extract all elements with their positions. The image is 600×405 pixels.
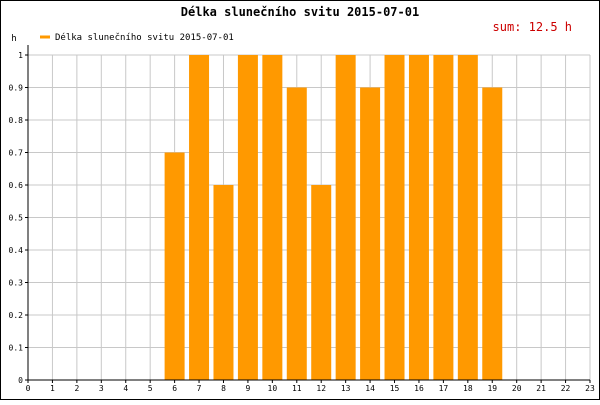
x-tick-label: 7	[197, 384, 202, 393]
y-tick-label: 0.8	[9, 116, 24, 125]
x-tick-label: 18	[463, 384, 473, 393]
x-tick-label: 13	[341, 384, 351, 393]
x-tick-label: 6	[172, 384, 177, 393]
sum-label: sum: 12.5 h	[493, 20, 572, 34]
x-tick-label: 21	[536, 384, 546, 393]
y-tick-label: 1	[18, 51, 23, 60]
y-tick-label: 0.1	[9, 344, 24, 353]
bar-hour-10	[262, 55, 283, 380]
bar-hour-6	[164, 152, 185, 380]
x-tick-label: 14	[365, 384, 375, 393]
x-tick-label: 0	[26, 384, 31, 393]
bar-hour-8	[213, 185, 234, 380]
x-tick-label: 12	[316, 384, 326, 393]
y-tick-label: 0.9	[9, 84, 24, 93]
bar-hour-13	[335, 55, 356, 380]
bar-hour-11	[286, 87, 307, 380]
x-tick-label: 1	[50, 384, 55, 393]
x-tick-label: 16	[414, 384, 424, 393]
y-tick-label: 0.5	[9, 214, 24, 223]
bar-hour-7	[189, 55, 210, 380]
legend-label: Délka slunečního svitu 2015-07-01	[55, 32, 234, 43]
y-tick-label: 0.4	[9, 246, 24, 255]
bar-hour-16	[408, 55, 429, 380]
bar-hour-17	[433, 55, 454, 380]
x-tick-label: 2	[74, 384, 79, 393]
x-tick-label: 5	[148, 384, 153, 393]
x-tick-label: 4	[123, 384, 128, 393]
x-tick-label: 3	[99, 384, 104, 393]
x-tick-label: 19	[487, 384, 497, 393]
bar-hour-12	[311, 185, 332, 380]
bar-hour-14	[360, 87, 381, 380]
y-axis-label: h	[11, 34, 16, 44]
x-tick-label: 10	[268, 384, 278, 393]
bar-hour-15	[384, 55, 405, 380]
x-tick-labels: 0 1 2 3 4 5 6 7 8 9 10 11 12 13 14 15 16 17 18 19 20 21 22 23	[26, 384, 595, 393]
bar-hour-19	[482, 87, 503, 380]
y-tick-label: 0.6	[9, 181, 24, 190]
y-tick-labels: 0 0.1 0.2 0.3 0.4 0.5 0.6 0.7 0.8 0.9 1	[9, 51, 24, 385]
bar-group	[164, 55, 503, 380]
x-tick-label: 22	[561, 384, 571, 393]
y-tick-label: 0.3	[9, 279, 24, 288]
bar-hour-9	[237, 55, 258, 380]
bar-hour-18	[457, 55, 478, 380]
x-tick-label: 23	[585, 384, 595, 393]
x-tick-label: 9	[245, 384, 250, 393]
y-tick-label: 0.7	[9, 149, 24, 158]
x-tick-label: 11	[292, 384, 302, 393]
x-tick-label: 8	[221, 384, 226, 393]
chart-title: Délka slunečního svitu 2015-07-01	[181, 5, 419, 19]
x-tick-label: 15	[390, 384, 400, 393]
x-tick-label: 17	[439, 384, 449, 393]
y-tick-label: 0.2	[9, 311, 24, 320]
axes	[25, 45, 591, 383]
x-tick-label: 20	[512, 384, 522, 393]
y-tick-label: 0	[18, 376, 23, 385]
